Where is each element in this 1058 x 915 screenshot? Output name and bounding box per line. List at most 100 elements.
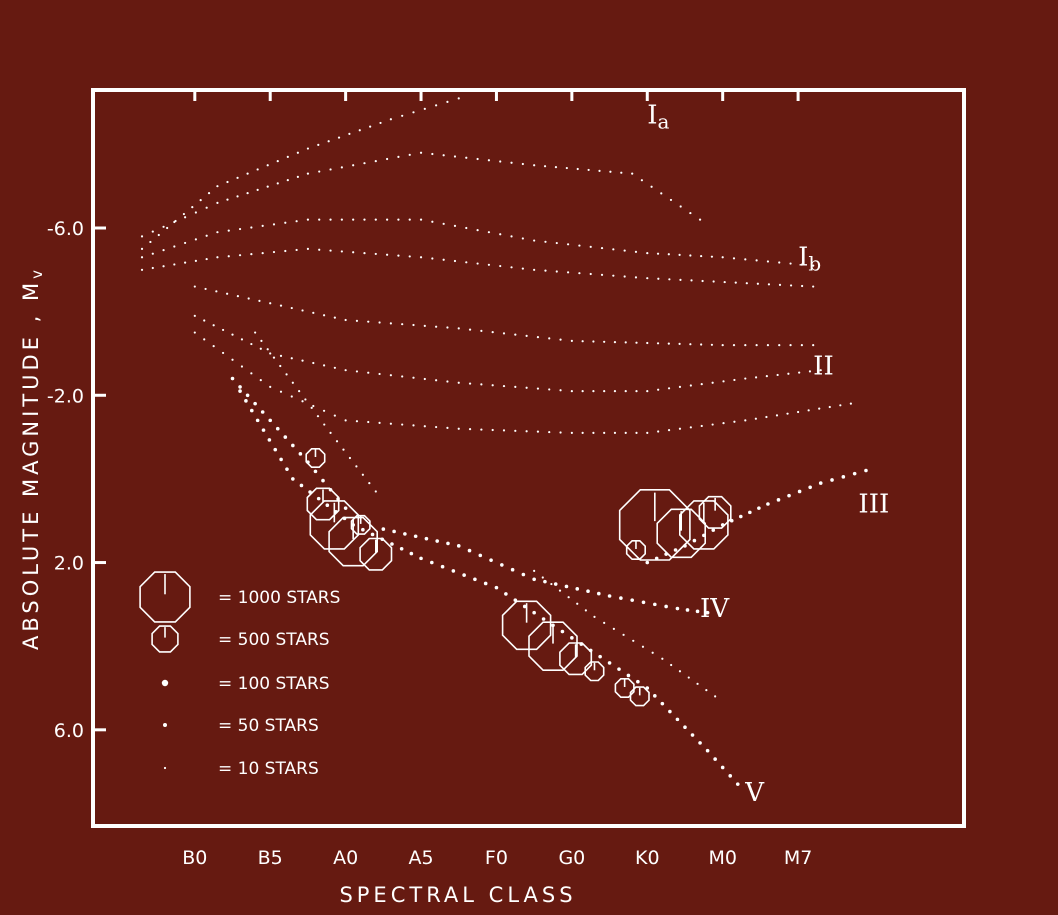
star-dot-iii	[757, 506, 761, 510]
star-dot-iv-lower	[550, 582, 553, 586]
star-dot-ib	[778, 261, 781, 264]
star-dot-b-branch-2	[260, 339, 263, 343]
star-dot-ib-lower	[612, 274, 615, 277]
star-dot-ib-lower	[340, 250, 343, 253]
star-dot-ib	[272, 223, 276, 226]
star-dot-ii-lower	[646, 431, 649, 435]
star-dot-ia	[296, 151, 299, 154]
star-dot-ib	[184, 241, 187, 245]
star-dot-ib	[238, 227, 242, 231]
star-dot-ii	[259, 347, 262, 350]
star-dot-ii-upper	[290, 306, 293, 310]
star-dot-ib-lower	[812, 285, 815, 288]
star-dot-ia-lower	[266, 185, 269, 188]
star-dot-ii	[446, 380, 449, 383]
star-dot-v	[273, 447, 278, 452]
star-dot-ii-upper	[536, 336, 540, 339]
star-dot-ii-lower	[412, 424, 415, 427]
star-dot-v	[267, 438, 272, 442]
star-dot-iv-lower	[661, 657, 664, 660]
star-dot-v	[285, 467, 289, 471]
star-dot-ib	[689, 254, 692, 257]
star-dot-ib-lower	[723, 280, 726, 284]
star-dot-iv-lower	[705, 688, 708, 692]
star-dot-ii	[212, 324, 215, 327]
star-dot-ii-lower	[269, 385, 272, 389]
star-dot-ii-lower	[435, 425, 438, 429]
star-dot-v	[522, 604, 527, 609]
star-dot-b-branch-2	[285, 373, 288, 376]
star-dot-ii-upper	[279, 304, 283, 307]
star-dot-ib	[173, 245, 176, 248]
star-dot-ii-upper	[812, 343, 815, 347]
star-dot-ib-lower	[374, 252, 377, 256]
star-dot-ia-lower	[236, 195, 239, 198]
star-dot-ib	[744, 258, 747, 261]
star-dot-iii	[864, 468, 868, 473]
x-tick-g0: G0	[558, 847, 585, 869]
star-dot-ib	[533, 239, 536, 242]
star-dot-ib-lower	[679, 278, 682, 281]
star-dot-ib-lower	[756, 282, 759, 285]
star-dot-b-branch-2	[361, 473, 364, 476]
star-dot-iv-lower	[678, 670, 682, 673]
star-dot-iv	[489, 558, 493, 562]
star-dot-ib-lower	[767, 283, 771, 286]
star-dot-ib-lower	[140, 268, 144, 271]
star-dot-ia	[337, 136, 341, 139]
star-dot-ib-lower	[386, 253, 389, 256]
star-dot-ia-lower	[140, 235, 144, 238]
star-dot-ib	[227, 229, 230, 232]
star-clusters	[305, 447, 732, 707]
star-dot-ii-lower	[525, 430, 528, 433]
star-dot-iv-lower	[567, 596, 570, 599]
star-dot-ii-upper	[435, 325, 438, 328]
star-dot-ia-lower	[397, 155, 400, 159]
star-dot-ii	[776, 373, 779, 377]
star-dot-ia-lower	[660, 192, 663, 195]
star-dot-ii-lower	[457, 427, 460, 430]
star-dot-ib-lower	[578, 272, 581, 275]
star-dot-v	[636, 679, 640, 684]
luminosity-class-ib: Ib	[798, 243, 821, 276]
star-dot-v	[473, 577, 477, 582]
star-dot-iv	[532, 577, 536, 582]
star-dot-iv-lower	[576, 602, 579, 605]
star-dot-v	[570, 636, 574, 640]
star-dot-ib-lower	[623, 275, 626, 278]
star-dot-ii-upper	[710, 343, 714, 346]
star-dot-ia	[207, 192, 211, 195]
star-dot-ii-lower	[744, 419, 747, 422]
star-dot-iv	[424, 536, 429, 541]
star-cluster-octagon	[656, 508, 707, 559]
star-dot-ia	[246, 172, 249, 175]
star-dot-ib	[566, 243, 570, 246]
star-dot-v	[325, 503, 330, 507]
star-dot-ib-lower	[419, 256, 423, 259]
star-dot-ib-lower	[162, 265, 165, 268]
star-dot-ib	[667, 253, 670, 256]
luminosity-class-iii: III	[858, 489, 889, 519]
star-dot-b-branch-1	[298, 452, 303, 456]
star-cluster-octagon	[305, 447, 326, 469]
star-dot-ia	[216, 185, 219, 188]
star-dot-ii-lower	[775, 414, 779, 417]
star-dot-ii	[667, 387, 671, 390]
star-dot-ib-lower	[634, 276, 638, 279]
star-dot-ia-lower	[565, 166, 568, 170]
star-dot-ii-lower	[355, 420, 359, 423]
star-dot-ib	[789, 262, 792, 265]
star-dot-ia	[423, 107, 426, 110]
star-dot-ia-lower	[276, 182, 279, 185]
star-dot-ib	[295, 220, 298, 223]
star-dot-ia	[379, 121, 382, 125]
star-dot-ib-lower	[295, 248, 298, 252]
y-tick-label: -2.0	[47, 385, 84, 407]
star-dot-v	[419, 556, 423, 561]
star-dot-ia-lower	[216, 201, 219, 205]
star-dot-b-branch-2	[323, 423, 326, 426]
star-dot-ib	[205, 234, 208, 237]
star-dot-ii-lower	[367, 420, 370, 424]
star-dot-iii	[808, 485, 812, 490]
star-dot-ia-lower	[340, 166, 343, 169]
